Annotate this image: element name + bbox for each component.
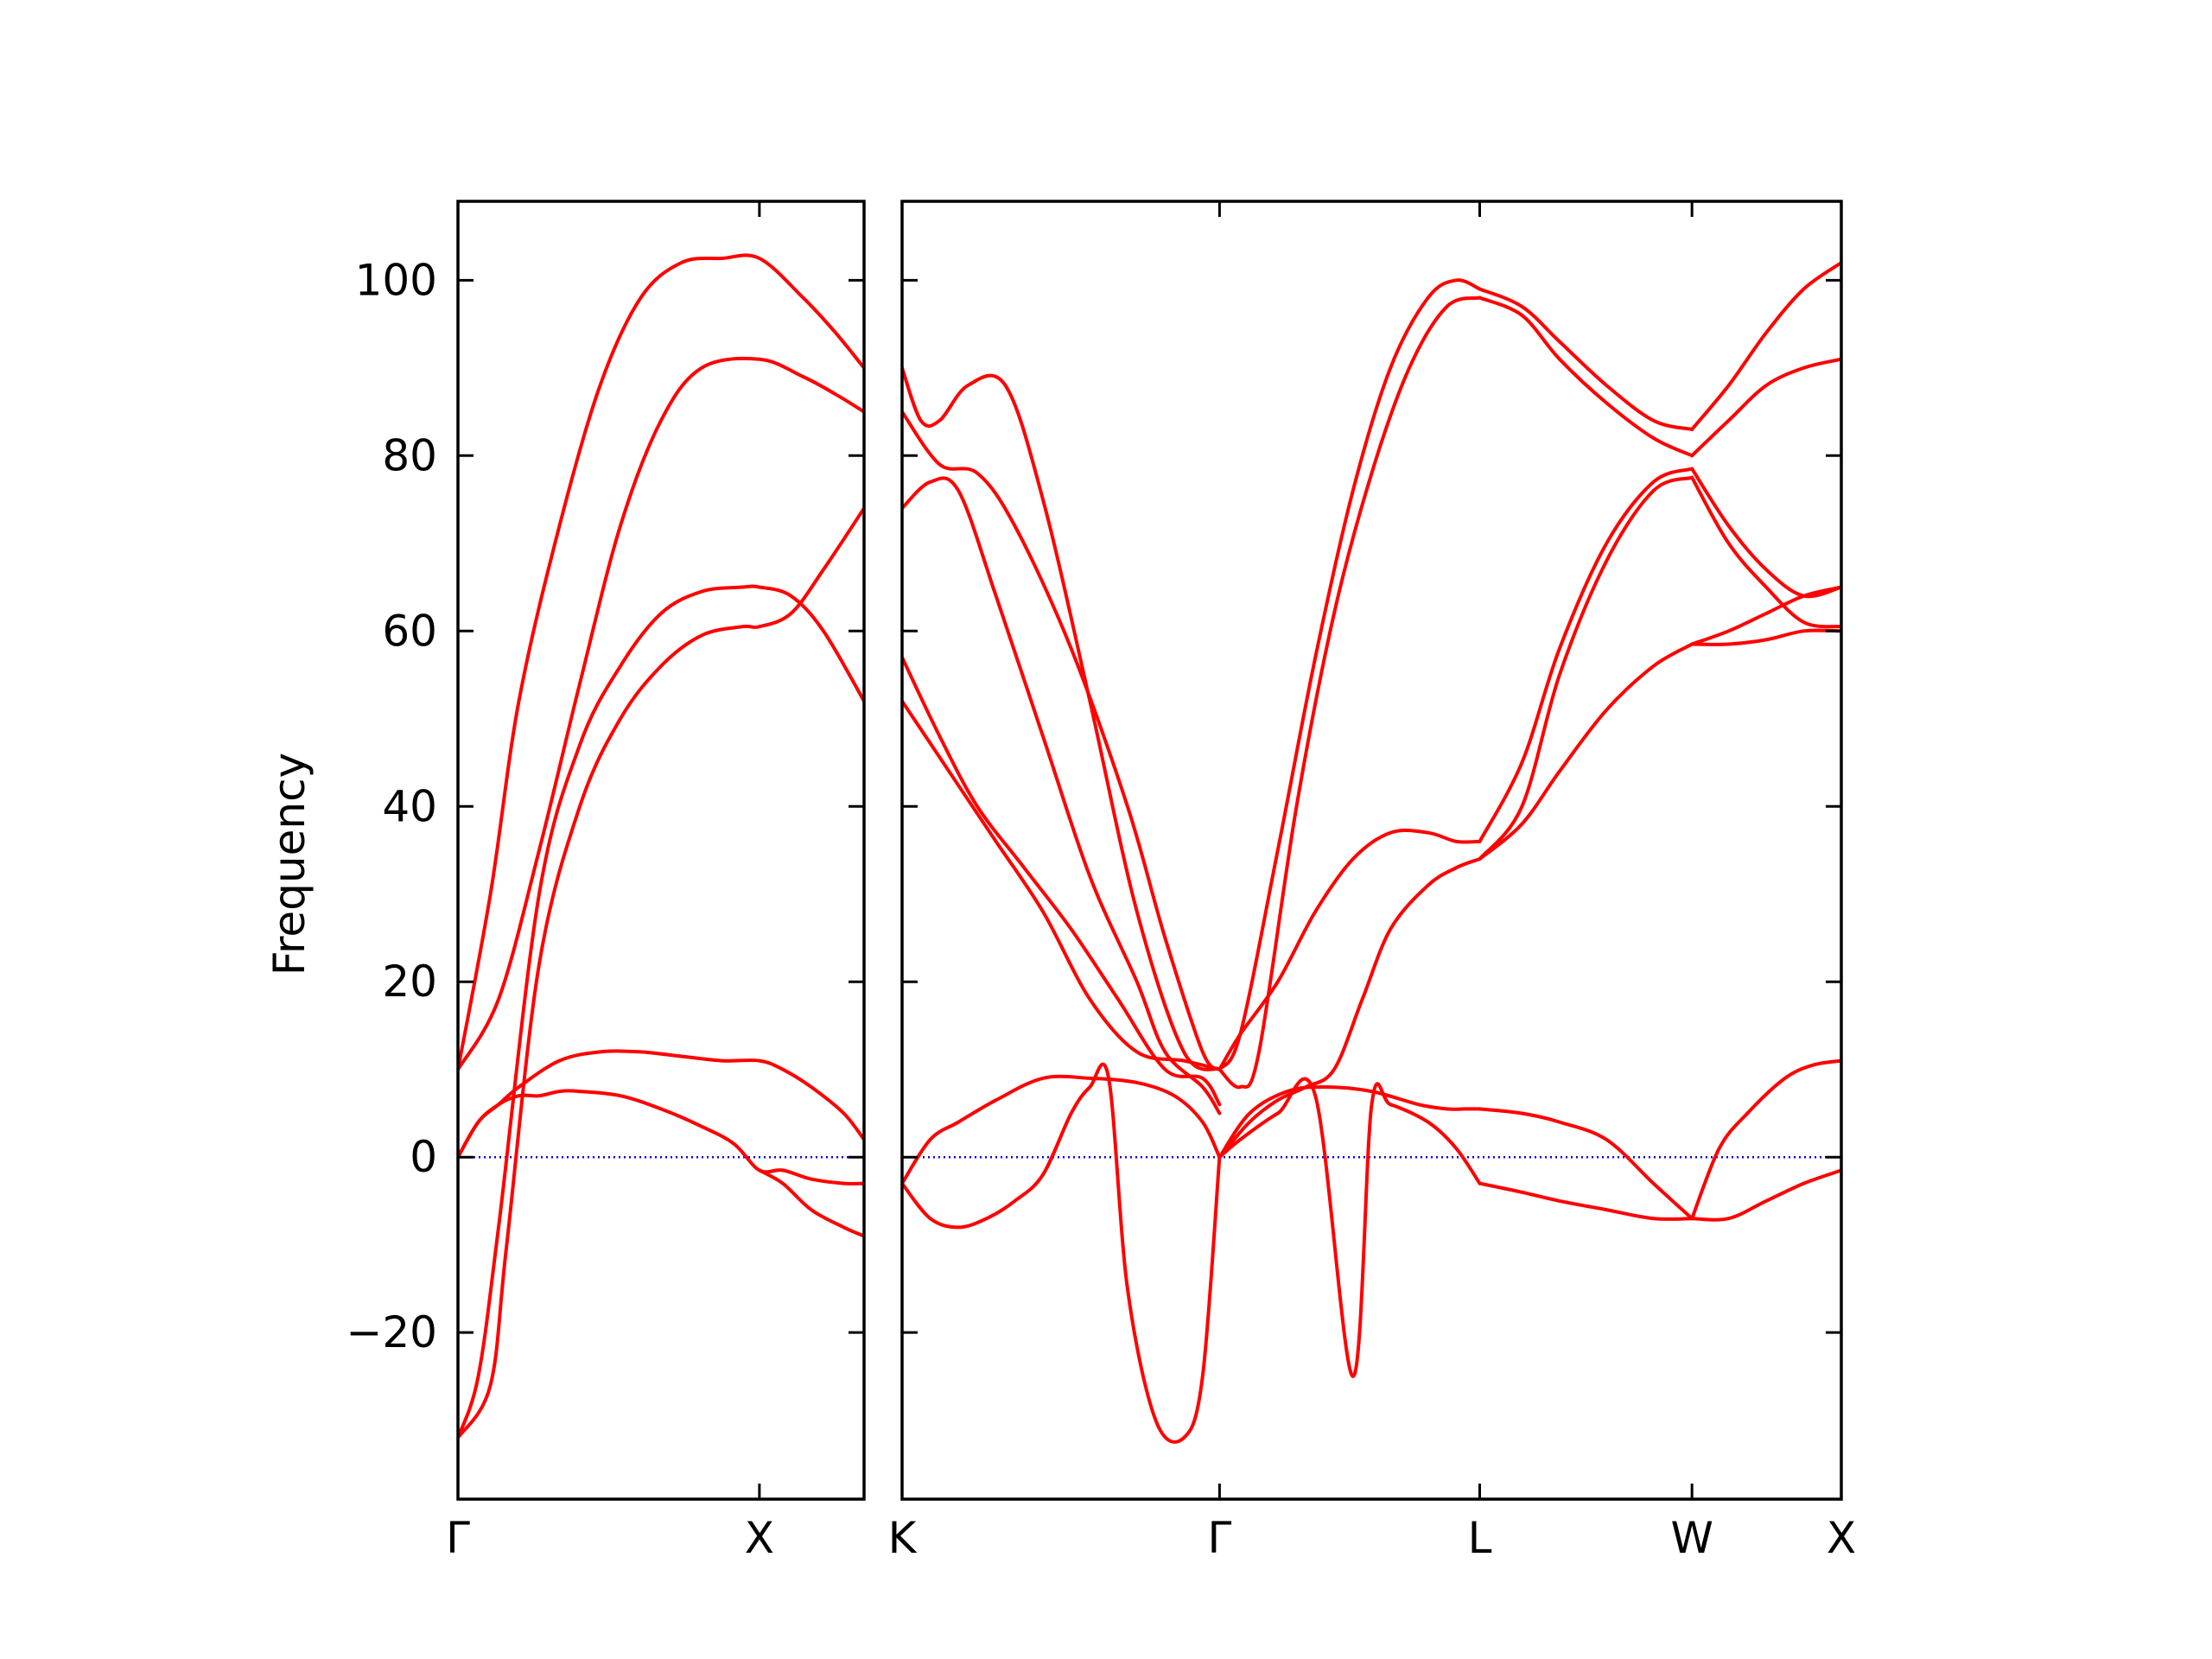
band-line bbox=[1690, 1058, 1841, 1221]
band-line bbox=[458, 253, 864, 1071]
band-line bbox=[902, 699, 1222, 1071]
band-line bbox=[458, 506, 864, 1440]
x-tick-label: L bbox=[1468, 1513, 1492, 1563]
y-tick-label: 80 bbox=[382, 430, 437, 480]
band-line bbox=[1690, 357, 1841, 458]
panel-left bbox=[456, 200, 866, 1501]
x-tick-label: K bbox=[888, 1513, 918, 1563]
band-line bbox=[1690, 1168, 1841, 1222]
band-line bbox=[1690, 585, 1841, 646]
band-line bbox=[1217, 1077, 1482, 1378]
band-line bbox=[1478, 642, 1694, 861]
band-line bbox=[902, 476, 1222, 1116]
band-line bbox=[902, 1074, 1222, 1185]
band-line bbox=[1478, 287, 1694, 431]
x-tick-label: X bbox=[745, 1513, 774, 1563]
band-line bbox=[1217, 296, 1482, 1090]
panel-right bbox=[900, 200, 1843, 1501]
band-line bbox=[1217, 829, 1482, 1071]
band-line bbox=[1690, 261, 1841, 431]
band-line bbox=[1478, 1107, 1694, 1221]
band-line bbox=[458, 356, 864, 1071]
band-line bbox=[1217, 857, 1482, 1160]
x-tick-label: W bbox=[1670, 1513, 1713, 1563]
band-line bbox=[1217, 278, 1482, 1071]
band-line bbox=[458, 1089, 864, 1185]
y-tick-label: 40 bbox=[382, 781, 437, 831]
y-tick-label: 20 bbox=[382, 957, 437, 1007]
band-line bbox=[1478, 475, 1694, 861]
band-line bbox=[757, 1168, 864, 1238]
band-line bbox=[1690, 628, 1841, 646]
band-line bbox=[1217, 1085, 1482, 1160]
y-axis-label: Frequency bbox=[264, 753, 315, 976]
y-tick-label: 100 bbox=[355, 255, 437, 305]
axes-frame bbox=[900, 200, 1843, 1501]
band-line bbox=[902, 410, 1222, 1071]
band-line bbox=[1690, 475, 1841, 629]
x-tick-label: X bbox=[1827, 1513, 1856, 1563]
y-tick-label: 60 bbox=[382, 606, 437, 656]
band-line bbox=[1478, 467, 1694, 843]
band-line bbox=[1690, 467, 1841, 599]
y-tick-labels: −20 0 20 40 60 80 100 bbox=[346, 255, 437, 1357]
band-line bbox=[902, 1062, 1222, 1444]
band-line bbox=[902, 655, 1222, 1107]
band-line bbox=[458, 584, 864, 1440]
band-line bbox=[902, 365, 1222, 1071]
band-line bbox=[1478, 296, 1694, 458]
y-tick-label: 0 bbox=[410, 1132, 437, 1182]
x-tick-label: Γ bbox=[1207, 1513, 1231, 1563]
x-tick-label: Γ bbox=[446, 1513, 470, 1563]
band-line bbox=[1478, 1181, 1694, 1221]
axes-frame bbox=[456, 200, 866, 1501]
y-tick-label: −20 bbox=[346, 1307, 437, 1357]
